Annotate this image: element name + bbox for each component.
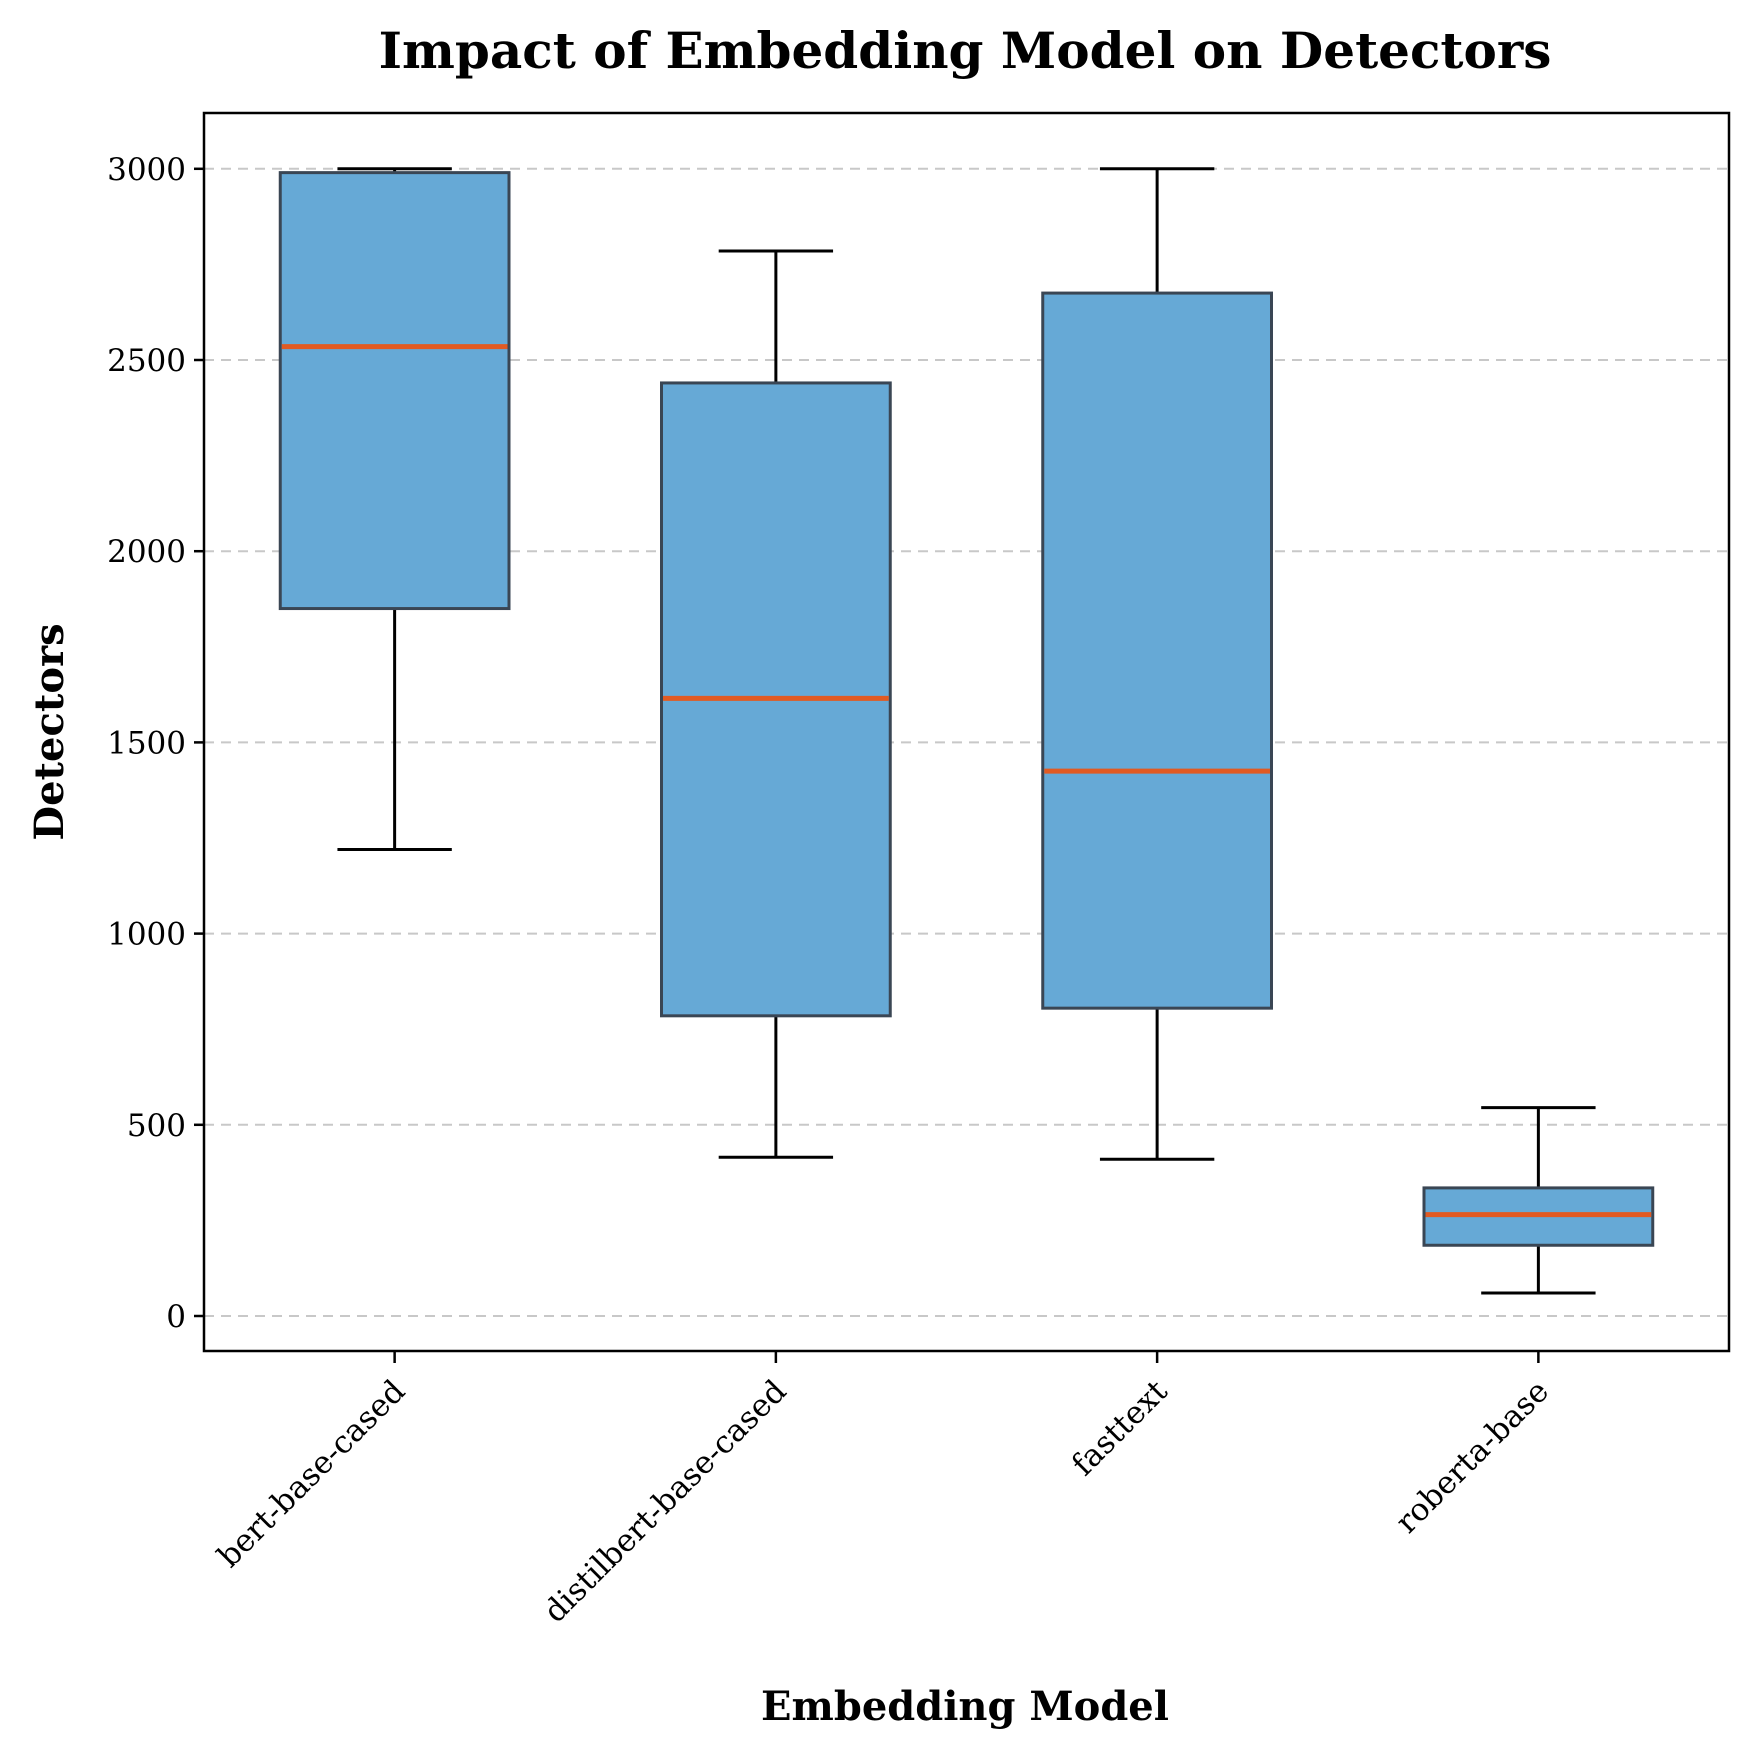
y-axis-label: Detectors — [26, 623, 73, 840]
y-tick-label: 3000 — [107, 152, 186, 188]
x-tick-label: fasttext — [1065, 1373, 1175, 1483]
x-tick-label: bert-base-cased — [211, 1373, 412, 1574]
box-group-fasttext — [1041, 167, 1273, 1161]
y-tick-label: 0 — [166, 1299, 186, 1335]
x-axis-label: Embedding Model — [761, 1683, 1169, 1730]
y-tick-label: 1500 — [107, 725, 186, 761]
box-group-roberta-base — [1422, 1106, 1655, 1295]
iqr-box — [278, 171, 511, 611]
x-tick-label: roberta-base — [1389, 1373, 1556, 1540]
box-group-distilbert-base-cased — [660, 249, 892, 1159]
y-tick-label: 2000 — [107, 534, 186, 570]
y-tick-label: 1000 — [107, 917, 186, 953]
y-tick-label: 2500 — [107, 343, 186, 379]
box-plots — [278, 167, 1655, 1295]
plot-frame — [202, 111, 1731, 1353]
iqr-box — [1041, 291, 1273, 1010]
box-group-bert-base-cased — [278, 167, 511, 851]
y-tick-label: 500 — [127, 1108, 186, 1144]
chart-title: Impact of Embedding Model on Detectors — [379, 21, 1552, 80]
x-tick-label: distilbert-base-cased — [537, 1373, 794, 1630]
